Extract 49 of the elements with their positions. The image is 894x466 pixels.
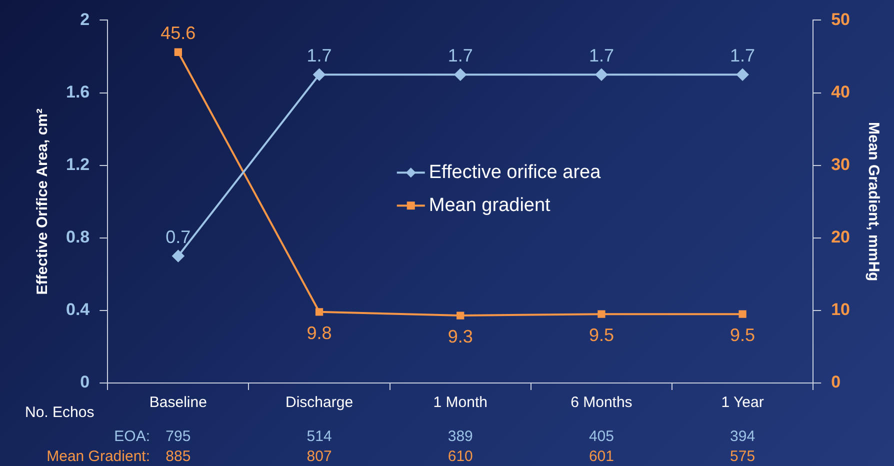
x-tick-label: Discharge (286, 394, 354, 412)
y-tick-label: 1.2 (66, 155, 90, 174)
y2-axis-title: Mean Gradient, mmHg (864, 122, 882, 282)
y2-tick-label: 40 (831, 82, 850, 102)
text: 389 (448, 428, 473, 446)
y-tick-label: 0.4 (66, 300, 90, 320)
y2-tick-label: 20 (831, 228, 850, 247)
x-tick-label: 1 Year (721, 394, 764, 412)
y-tick-label: 2 (80, 10, 90, 29)
text: 795 (166, 428, 191, 446)
y2-tick-label: 10 (831, 300, 850, 320)
point (738, 310, 746, 318)
y-tick-label: 0 (80, 372, 90, 392)
point (315, 308, 324, 316)
y-tick-label: 1.6 (66, 82, 90, 102)
text: Mean Gradient: (46, 448, 150, 466)
data-label: 0.7 (166, 226, 191, 247)
data-label: 1.7 (730, 46, 756, 66)
text: 807 (306, 448, 332, 466)
text: 514 (306, 428, 332, 446)
x-tick-label: 6 Months (570, 394, 632, 412)
data-label: 1.7 (448, 46, 473, 66)
point (456, 312, 464, 320)
text: 610 (448, 448, 473, 466)
legend-label: Mean gradient (428, 194, 552, 216)
text: EOA: (114, 428, 150, 446)
data-label: 1.7 (306, 46, 332, 66)
x-tick-label: 1 Month (433, 394, 488, 412)
point (174, 48, 182, 56)
y2-tick-label: 50 (831, 10, 850, 29)
text: 885 (166, 448, 191, 466)
text: 575 (730, 448, 756, 466)
y-tick-label: 0.8 (66, 228, 90, 247)
data-label: 9.8 (306, 322, 332, 343)
text: 394 (730, 428, 756, 446)
data-label: 9.5 (730, 325, 756, 346)
data-label: 9.5 (588, 325, 614, 346)
y2-tick-label: 30 (831, 155, 850, 174)
text: 405 (588, 428, 614, 446)
y-axis-title: Effective Orifice Area, cm² (34, 108, 52, 295)
data-label: 45.6 (160, 23, 196, 44)
text: 601 (588, 448, 614, 466)
data-label: 1.7 (588, 46, 614, 66)
data-label: 9.3 (448, 326, 473, 346)
point (598, 310, 606, 318)
legend-label: Effective orifice area (428, 162, 602, 183)
y2-tick-label: 0 (831, 372, 841, 392)
x-tick-label: Baseline (149, 394, 207, 412)
text: No. Echos (25, 404, 94, 422)
